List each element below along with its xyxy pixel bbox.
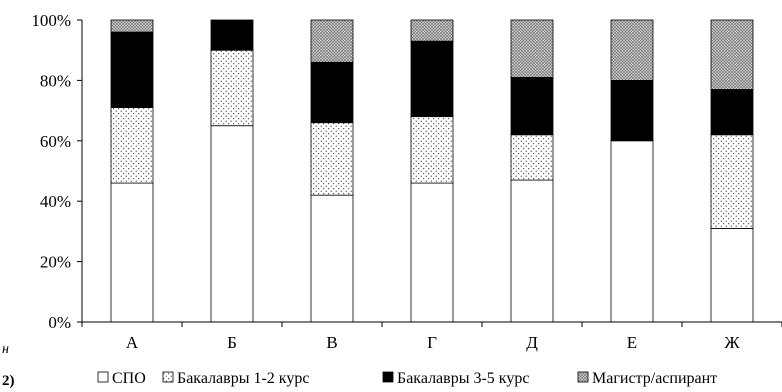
bar-segment bbox=[110, 107, 154, 184]
bar-segment bbox=[510, 19, 554, 78]
bar-segment bbox=[410, 116, 454, 184]
bar-segment bbox=[710, 89, 754, 136]
y-tick-label: 0% bbox=[48, 313, 71, 332]
y-tick-label: 100% bbox=[31, 11, 71, 30]
margin-fragment-1: н bbox=[2, 342, 9, 357]
bar-segment bbox=[710, 227, 754, 323]
bar-segment bbox=[510, 134, 554, 181]
bar-segment bbox=[210, 125, 254, 323]
bar-segment bbox=[610, 140, 654, 323]
x-axis: А Б В Г Д Е Ж bbox=[81, 321, 782, 352]
margin-fragment-2: 2) bbox=[2, 373, 15, 389]
legend-swatch bbox=[382, 371, 394, 383]
bar-segment bbox=[710, 19, 754, 90]
bar-segment bbox=[510, 76, 554, 136]
legend-swatch bbox=[97, 371, 109, 383]
legend-label: Магистр/аспирант bbox=[592, 370, 717, 387]
y-tick-label: 80% bbox=[40, 71, 71, 90]
bar-segment bbox=[410, 19, 454, 42]
bar-segment bbox=[310, 61, 354, 124]
y-tick-label: 20% bbox=[40, 253, 71, 272]
bar-segment bbox=[610, 80, 654, 142]
bar-segment bbox=[410, 40, 454, 118]
legend: СПО Бакалавры 1-2 курс Бакалавры 3-5 курс М… bbox=[97, 370, 717, 387]
legend-swatch bbox=[162, 371, 174, 383]
x-tick-label: А bbox=[126, 333, 139, 352]
x-tick-label: Г bbox=[427, 333, 437, 352]
bar-segment bbox=[510, 179, 554, 323]
y-axis: 0% 20% 40% 60% 80% 100% bbox=[31, 11, 83, 332]
bars bbox=[110, 19, 754, 323]
x-tick-label: В bbox=[326, 333, 337, 352]
bar-segment bbox=[310, 19, 354, 63]
bar-segment bbox=[310, 122, 354, 196]
bar-segment bbox=[410, 182, 454, 323]
legend-label: Бакалавры 1-2 курс bbox=[177, 370, 309, 387]
bar-segment bbox=[210, 19, 254, 51]
bar-segment bbox=[710, 134, 754, 229]
y-tick-label: 60% bbox=[40, 132, 71, 151]
x-tick-label: Ж bbox=[724, 333, 740, 352]
bar-segment bbox=[110, 19, 154, 33]
x-tick-label: Е bbox=[627, 333, 637, 352]
legend-label: Бакалавры 3-5 курс bbox=[397, 370, 529, 387]
bar-segment bbox=[310, 194, 354, 323]
bar-segment bbox=[110, 31, 154, 108]
x-tick-label: Б bbox=[227, 333, 237, 352]
legend-label: СПО bbox=[112, 370, 146, 387]
x-tick-label: Д bbox=[526, 333, 538, 352]
bar-segment bbox=[210, 49, 254, 127]
bar-segment bbox=[110, 182, 154, 323]
legend-swatch bbox=[577, 371, 589, 383]
y-tick-label: 40% bbox=[40, 192, 71, 211]
bar-segment bbox=[610, 19, 654, 81]
